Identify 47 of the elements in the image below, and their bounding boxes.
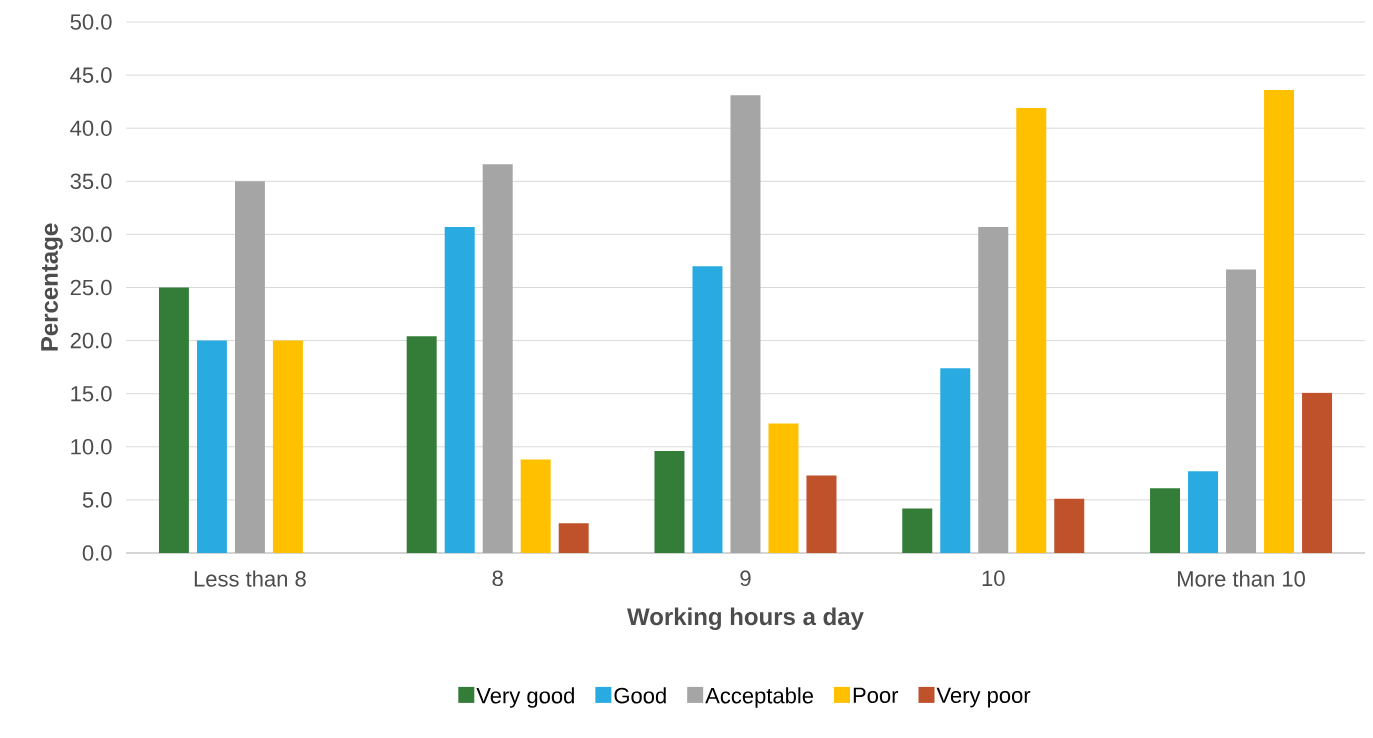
legend-label: Good — [614, 687, 666, 704]
y-axis-title: Percentage — [41, 223, 63, 351]
bar — [272, 340, 303, 553]
bar — [196, 340, 227, 553]
bar — [482, 164, 513, 553]
bar — [940, 368, 971, 553]
legend-label: Acceptable — [705, 687, 814, 708]
y-tick-label: 25.0 — [70, 279, 112, 296]
bar — [444, 226, 475, 553]
y-tick-label: 5.0 — [82, 492, 112, 508]
y-tick-label: 35.0 — [70, 173, 112, 190]
y-tick-label: 0.0 — [82, 545, 112, 561]
bar — [654, 451, 685, 553]
bar — [806, 475, 837, 553]
bar — [1054, 498, 1085, 553]
x-tick-label: 9 — [740, 570, 751, 587]
bar — [768, 423, 799, 553]
bar — [1264, 89, 1295, 553]
legend-label: Very good — [476, 687, 574, 708]
bar — [978, 226, 1009, 553]
bar — [406, 336, 437, 553]
bar — [692, 266, 723, 553]
y-tick-label: 40.0 — [70, 120, 112, 136]
bar — [1016, 108, 1047, 553]
x-tick-label: More than 10 — [1178, 570, 1305, 587]
bar — [558, 523, 589, 553]
bar — [234, 181, 265, 553]
legend-label: Poor — [853, 687, 899, 704]
bar — [1150, 488, 1181, 553]
bar — [1188, 471, 1219, 553]
y-tick-label: 10.0 — [71, 438, 112, 455]
x-tick-label: Less than 8 — [194, 570, 306, 587]
x-axis-title: Working hours a day — [627, 607, 864, 631]
bar — [1302, 392, 1333, 553]
y-tick-label: 50.0 — [70, 14, 112, 30]
bar — [902, 508, 933, 553]
y-tick-label: 15.0 — [71, 385, 112, 402]
legend-label: Very poor — [936, 687, 1031, 708]
x-tick-label: 10 — [982, 570, 1005, 587]
y-tick-label: 20.0 — [70, 332, 112, 349]
bar — [730, 95, 761, 553]
bar — [158, 287, 189, 553]
bar — [1226, 269, 1257, 553]
x-tick-label: 8 — [492, 570, 503, 587]
y-tick-label: 45.0 — [70, 67, 112, 83]
y-tick-label: 30.0 — [70, 226, 112, 243]
bar — [520, 459, 551, 553]
